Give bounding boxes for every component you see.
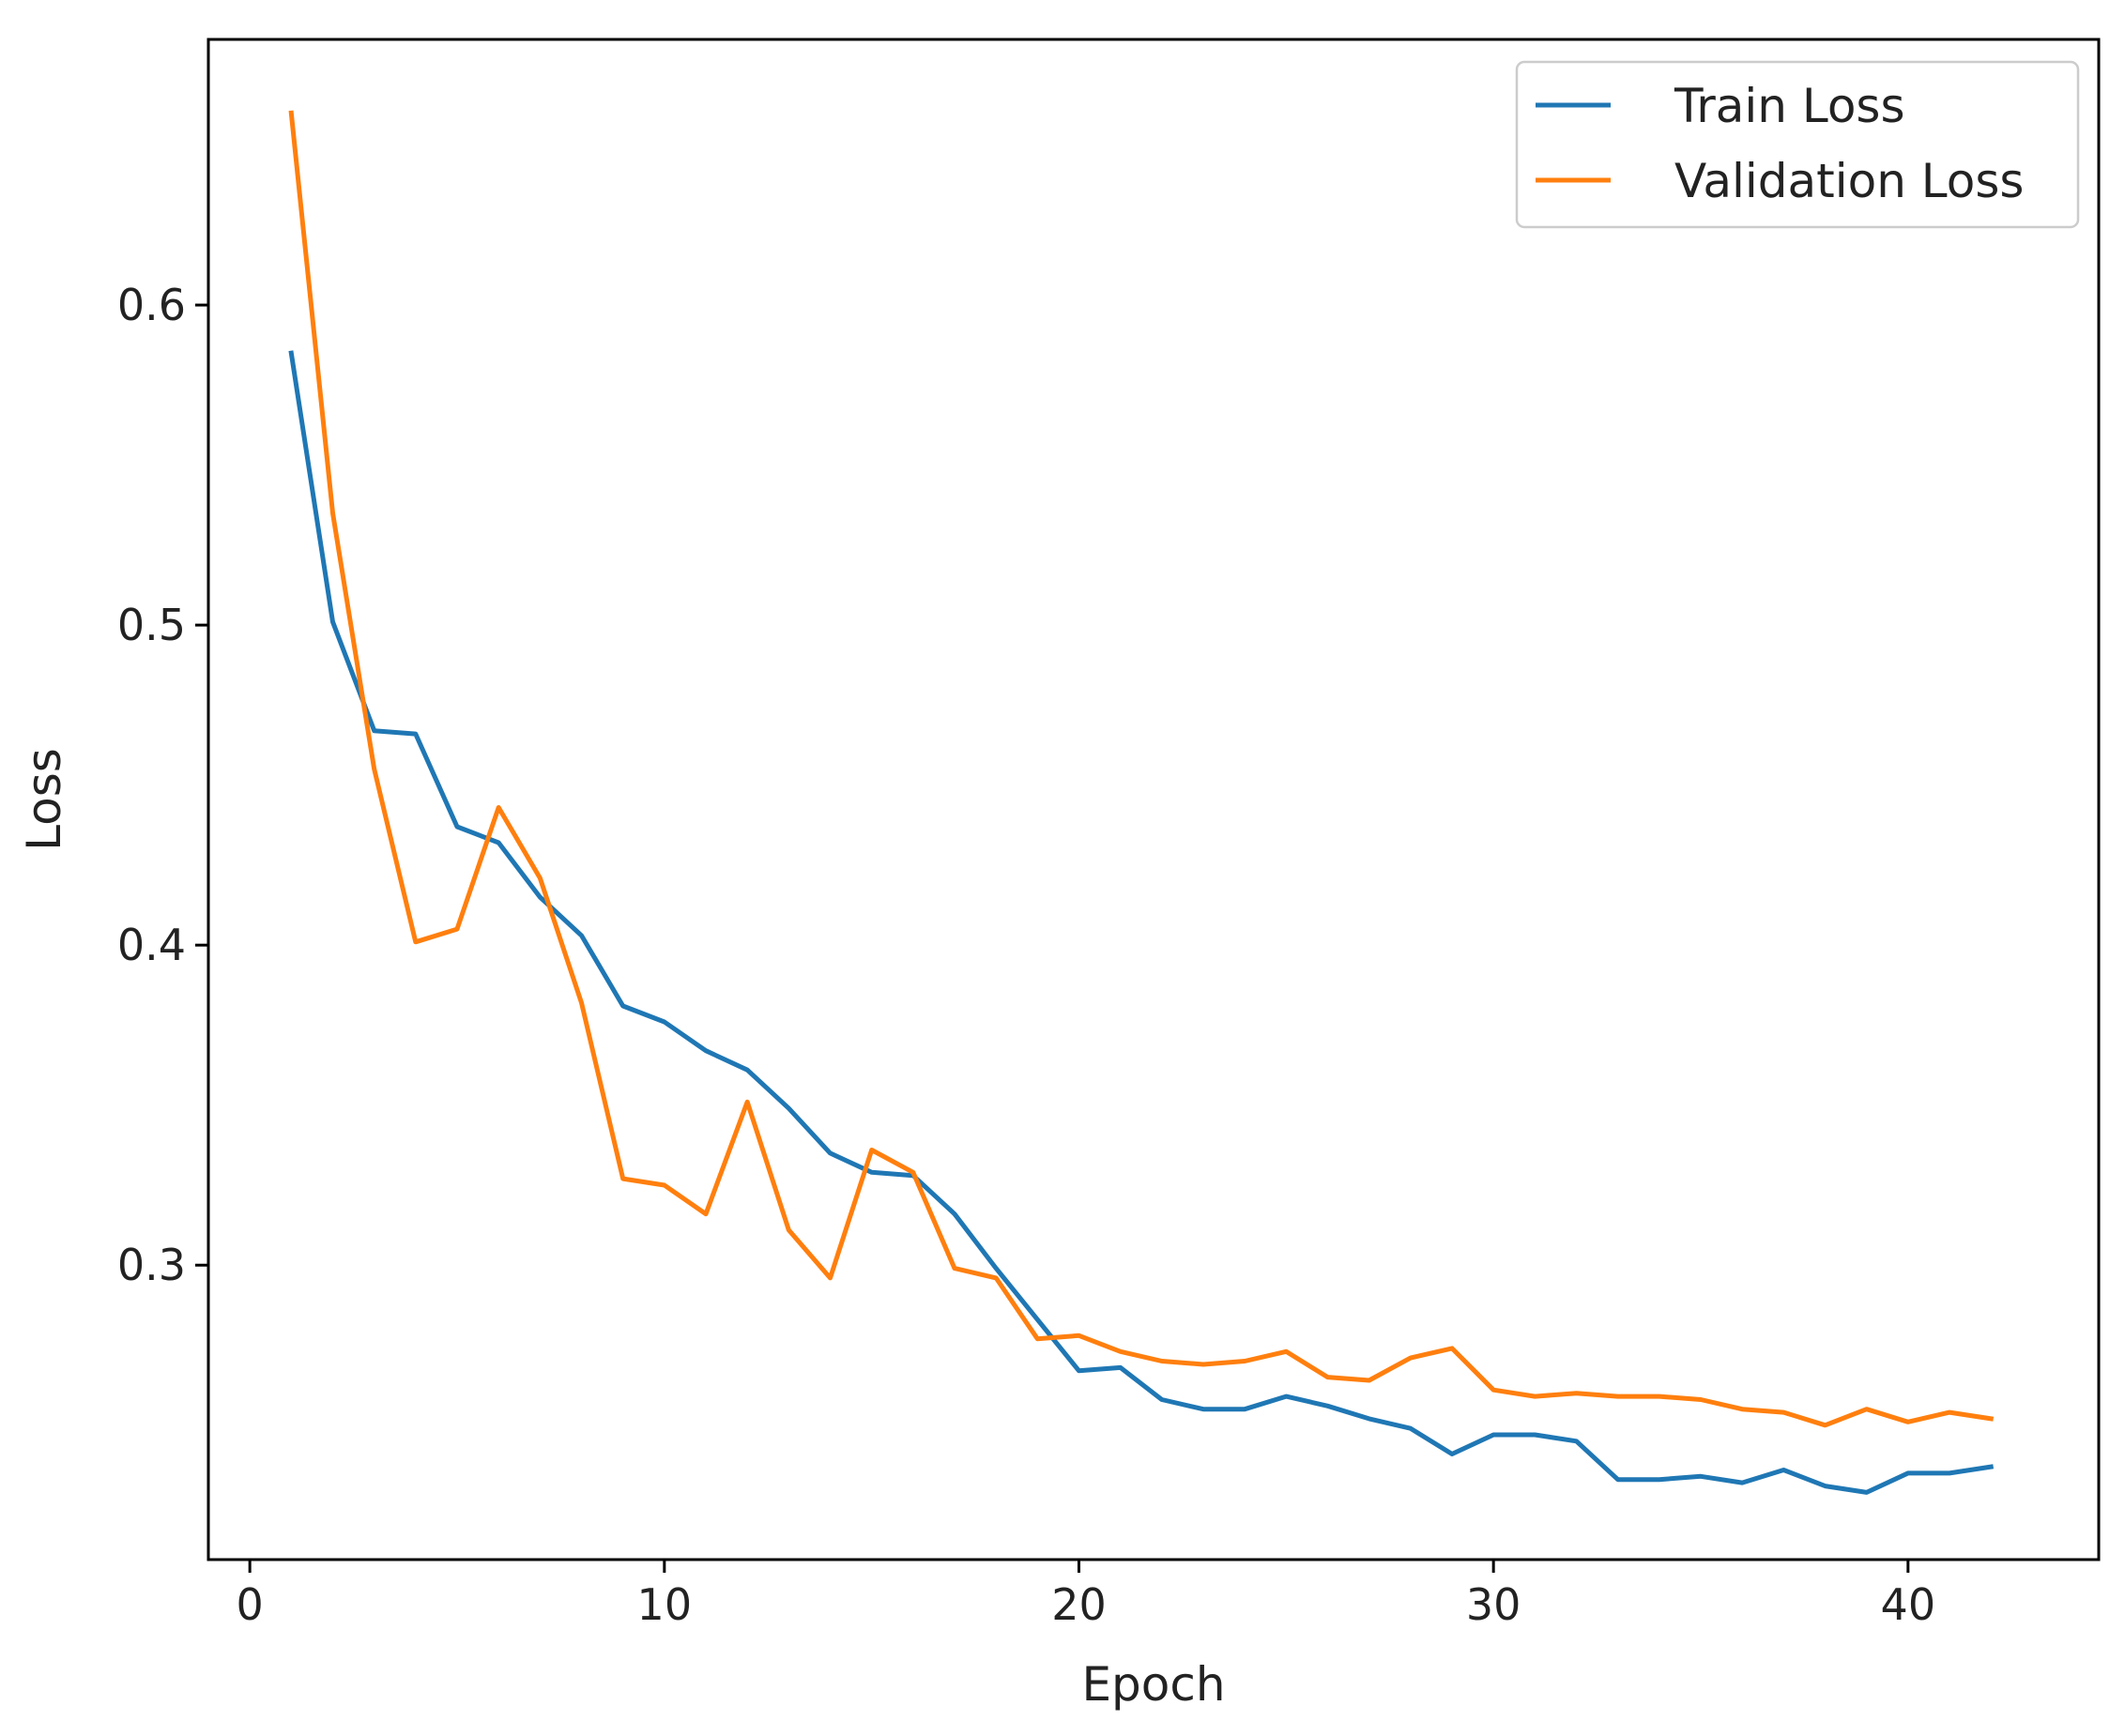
- x-tick-label: 10: [637, 1579, 693, 1630]
- x-axis-label: Epoch: [1081, 1657, 1225, 1712]
- y-tick-label: 0.5: [117, 600, 186, 650]
- y-axis-ticks: 0.3 0.4 0.5 0.6: [117, 280, 208, 1290]
- y-tick-label: 0.6: [117, 280, 186, 330]
- series-line-validation-loss: [288, 110, 1995, 1428]
- series-group: [288, 110, 1995, 1495]
- x-tick-label: 40: [1881, 1579, 1936, 1630]
- legend-label-validation-loss: Validation Loss: [1674, 154, 2024, 208]
- legend: Train Loss Validation Loss: [1515, 60, 2080, 229]
- y-axis-label: Loss: [17, 748, 71, 851]
- x-axis-ticks: 0 10 20 30 40: [237, 1560, 1936, 1630]
- series-line-train-loss: [288, 350, 1995, 1495]
- y-tick-label: 0.3: [117, 1240, 186, 1290]
- axes-frame: [206, 38, 2101, 1561]
- y-tick-label: 0.4: [117, 920, 186, 970]
- x-tick-label: 30: [1466, 1579, 1521, 1630]
- x-tick-label: 0: [237, 1579, 264, 1630]
- x-tick-label: 20: [1051, 1579, 1107, 1630]
- legend-box: [1515, 60, 2080, 229]
- legend-label-train-loss: Train Loss: [1674, 79, 1905, 133]
